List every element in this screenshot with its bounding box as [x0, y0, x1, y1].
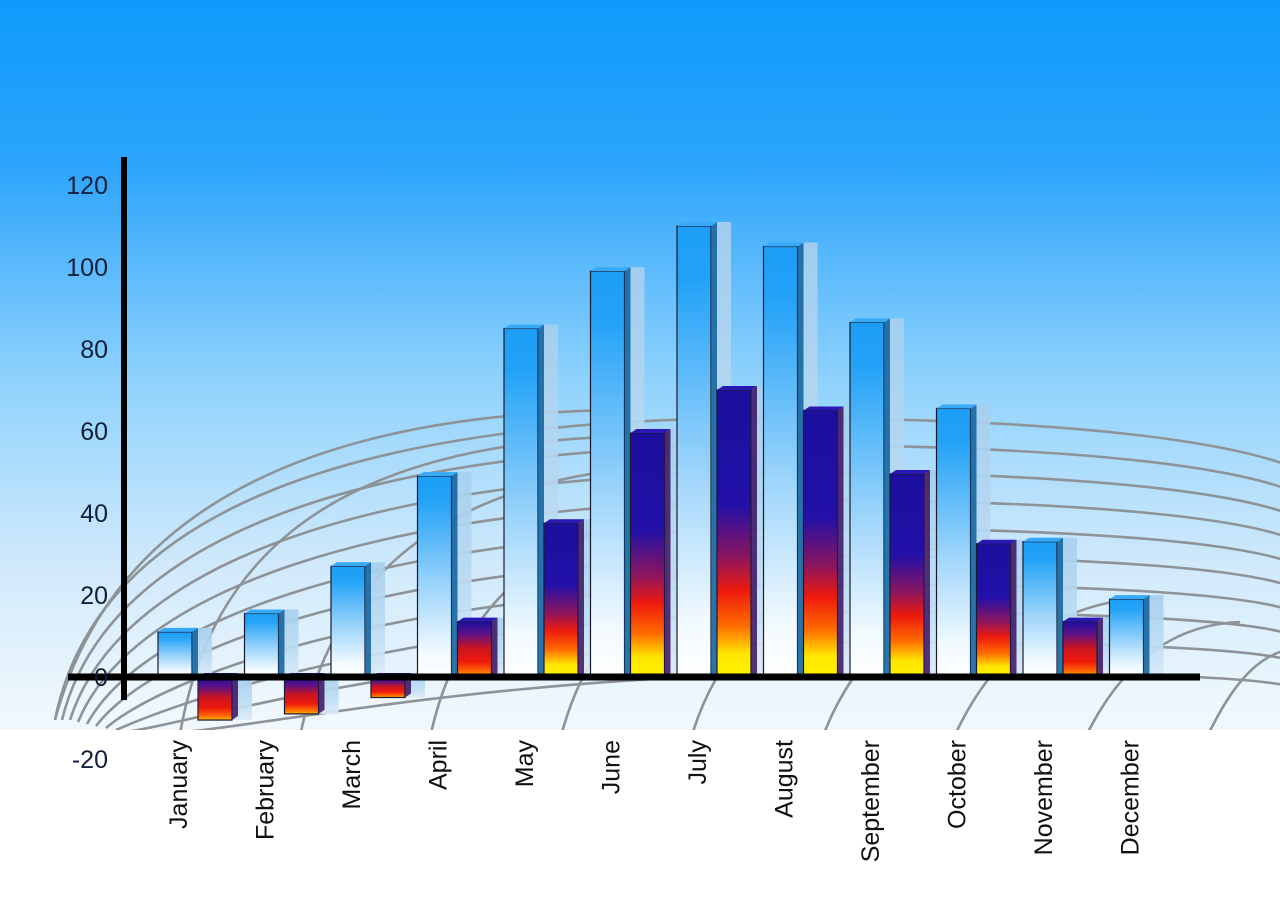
bar-top-cap: [417, 472, 458, 477]
x-category-label-september: September: [857, 740, 885, 862]
bar-side-face: [232, 673, 238, 721]
x-category-label-may: May: [511, 740, 539, 788]
bar-face: [676, 225, 712, 678]
bar-face: [243, 612, 280, 678]
bar-side-face: [1097, 617, 1103, 677]
bar-side-face: [624, 267, 631, 677]
bar-top-cap: [158, 627, 198, 632]
bar-march-series1: [330, 562, 385, 678]
y-tick-label: 40: [80, 500, 108, 528]
bar-face: [1108, 598, 1145, 678]
bar-face: [1022, 541, 1058, 678]
x-category-label-august: August: [771, 740, 799, 818]
x-category-label-june: June: [598, 740, 626, 794]
bar-february-series1: [243, 609, 299, 678]
bar-side-face: [578, 519, 584, 677]
bar-december-series1: [1108, 595, 1164, 678]
bar-face: [889, 473, 925, 678]
bar-side-face: [924, 470, 930, 677]
bar-face: [330, 565, 366, 678]
bar-side-face: [1143, 595, 1150, 677]
y-tick-label: 60: [80, 418, 108, 446]
bar-face: [416, 475, 453, 678]
bar-side-face: [970, 404, 977, 677]
x-category-label-march: March: [338, 740, 366, 809]
bar-january-series1: [157, 627, 212, 678]
bar-top-cap: [331, 562, 371, 567]
bar-face: [802, 409, 839, 678]
bar-face: [157, 631, 193, 678]
x-category-label-july: July: [684, 740, 712, 785]
bar-top-cap: [590, 267, 631, 272]
bar-september-series2: [889, 470, 944, 678]
bar-face: [283, 676, 320, 715]
bar-top-cap: [976, 539, 1017, 544]
bar-face: [975, 543, 1012, 678]
bar-face: [503, 327, 539, 678]
y-tick-label: 80: [80, 336, 108, 364]
bar-top-cap: [677, 222, 717, 226]
bar-top-cap: [890, 470, 930, 475]
bar-top-cap: [763, 242, 804, 247]
bar-top-cap: [504, 324, 544, 329]
y-tick-label: -20: [72, 746, 108, 774]
bar-side-face: [538, 324, 544, 677]
bar-top-cap: [1109, 595, 1150, 600]
x-category-label-november: November: [1030, 740, 1058, 855]
y-tick-label: 0: [94, 664, 108, 692]
bar-face: [589, 270, 626, 678]
y-axis-tick-labels: -20 0 20 40 60 80 100 120: [66, 172, 108, 774]
x-category-label-october: October: [944, 740, 972, 829]
chart-background-lower: [0, 730, 1280, 905]
bars-layer: [157, 222, 1164, 721]
bar-side-face: [365, 562, 371, 677]
y-tick-label: 20: [80, 582, 108, 610]
bar-face: [1062, 621, 1098, 678]
bar-face: [197, 676, 233, 721]
bar-side-face: [318, 673, 325, 714]
bar-top-cap: [717, 386, 757, 390]
bar-top-cap: [803, 406, 844, 411]
bar-side-face: [711, 222, 717, 677]
bar-top-cap: [850, 318, 890, 323]
bar-side-face: [192, 627, 198, 677]
bar-top-cap: [630, 429, 671, 434]
bar-side-face: [884, 318, 890, 677]
bar-top-cap: [936, 404, 977, 409]
bar-face: [629, 432, 666, 678]
y-tick-label: 120: [66, 172, 108, 200]
bar-face: [935, 407, 972, 678]
bar-side-face: [751, 386, 757, 677]
x-category-label-january: January: [165, 740, 193, 829]
y-tick-label: 100: [66, 254, 108, 282]
x-axis-category-labels: January February March April May June July Augu…: [165, 740, 1145, 863]
bar-face: [849, 321, 885, 678]
bar-top-cap: [244, 609, 285, 614]
bar-face: [543, 522, 579, 678]
x-category-label-december: December: [1117, 740, 1145, 855]
bar-side-face: [664, 429, 671, 677]
x-category-label-april: April: [425, 740, 453, 790]
bar-april-series2: [456, 617, 512, 678]
bar-side-face: [837, 406, 844, 677]
bar-face: [716, 389, 752, 678]
x-category-label-february: February: [252, 740, 280, 841]
bar-side-face: [1057, 537, 1063, 677]
bar-november-series1: [1022, 537, 1077, 678]
bar-top-cap: [544, 519, 584, 524]
bar-top-cap: [457, 617, 498, 622]
bar-side-face: [797, 242, 804, 677]
bar-face: [762, 245, 799, 678]
bar-side-face: [491, 617, 498, 677]
bar-face: [456, 621, 493, 678]
bar-top-cap: [1063, 617, 1103, 622]
bar-side-face: [278, 609, 285, 677]
bar-side-face: [451, 472, 458, 677]
bar-top-cap: [1023, 537, 1063, 542]
bar-side-face: [1010, 539, 1017, 677]
